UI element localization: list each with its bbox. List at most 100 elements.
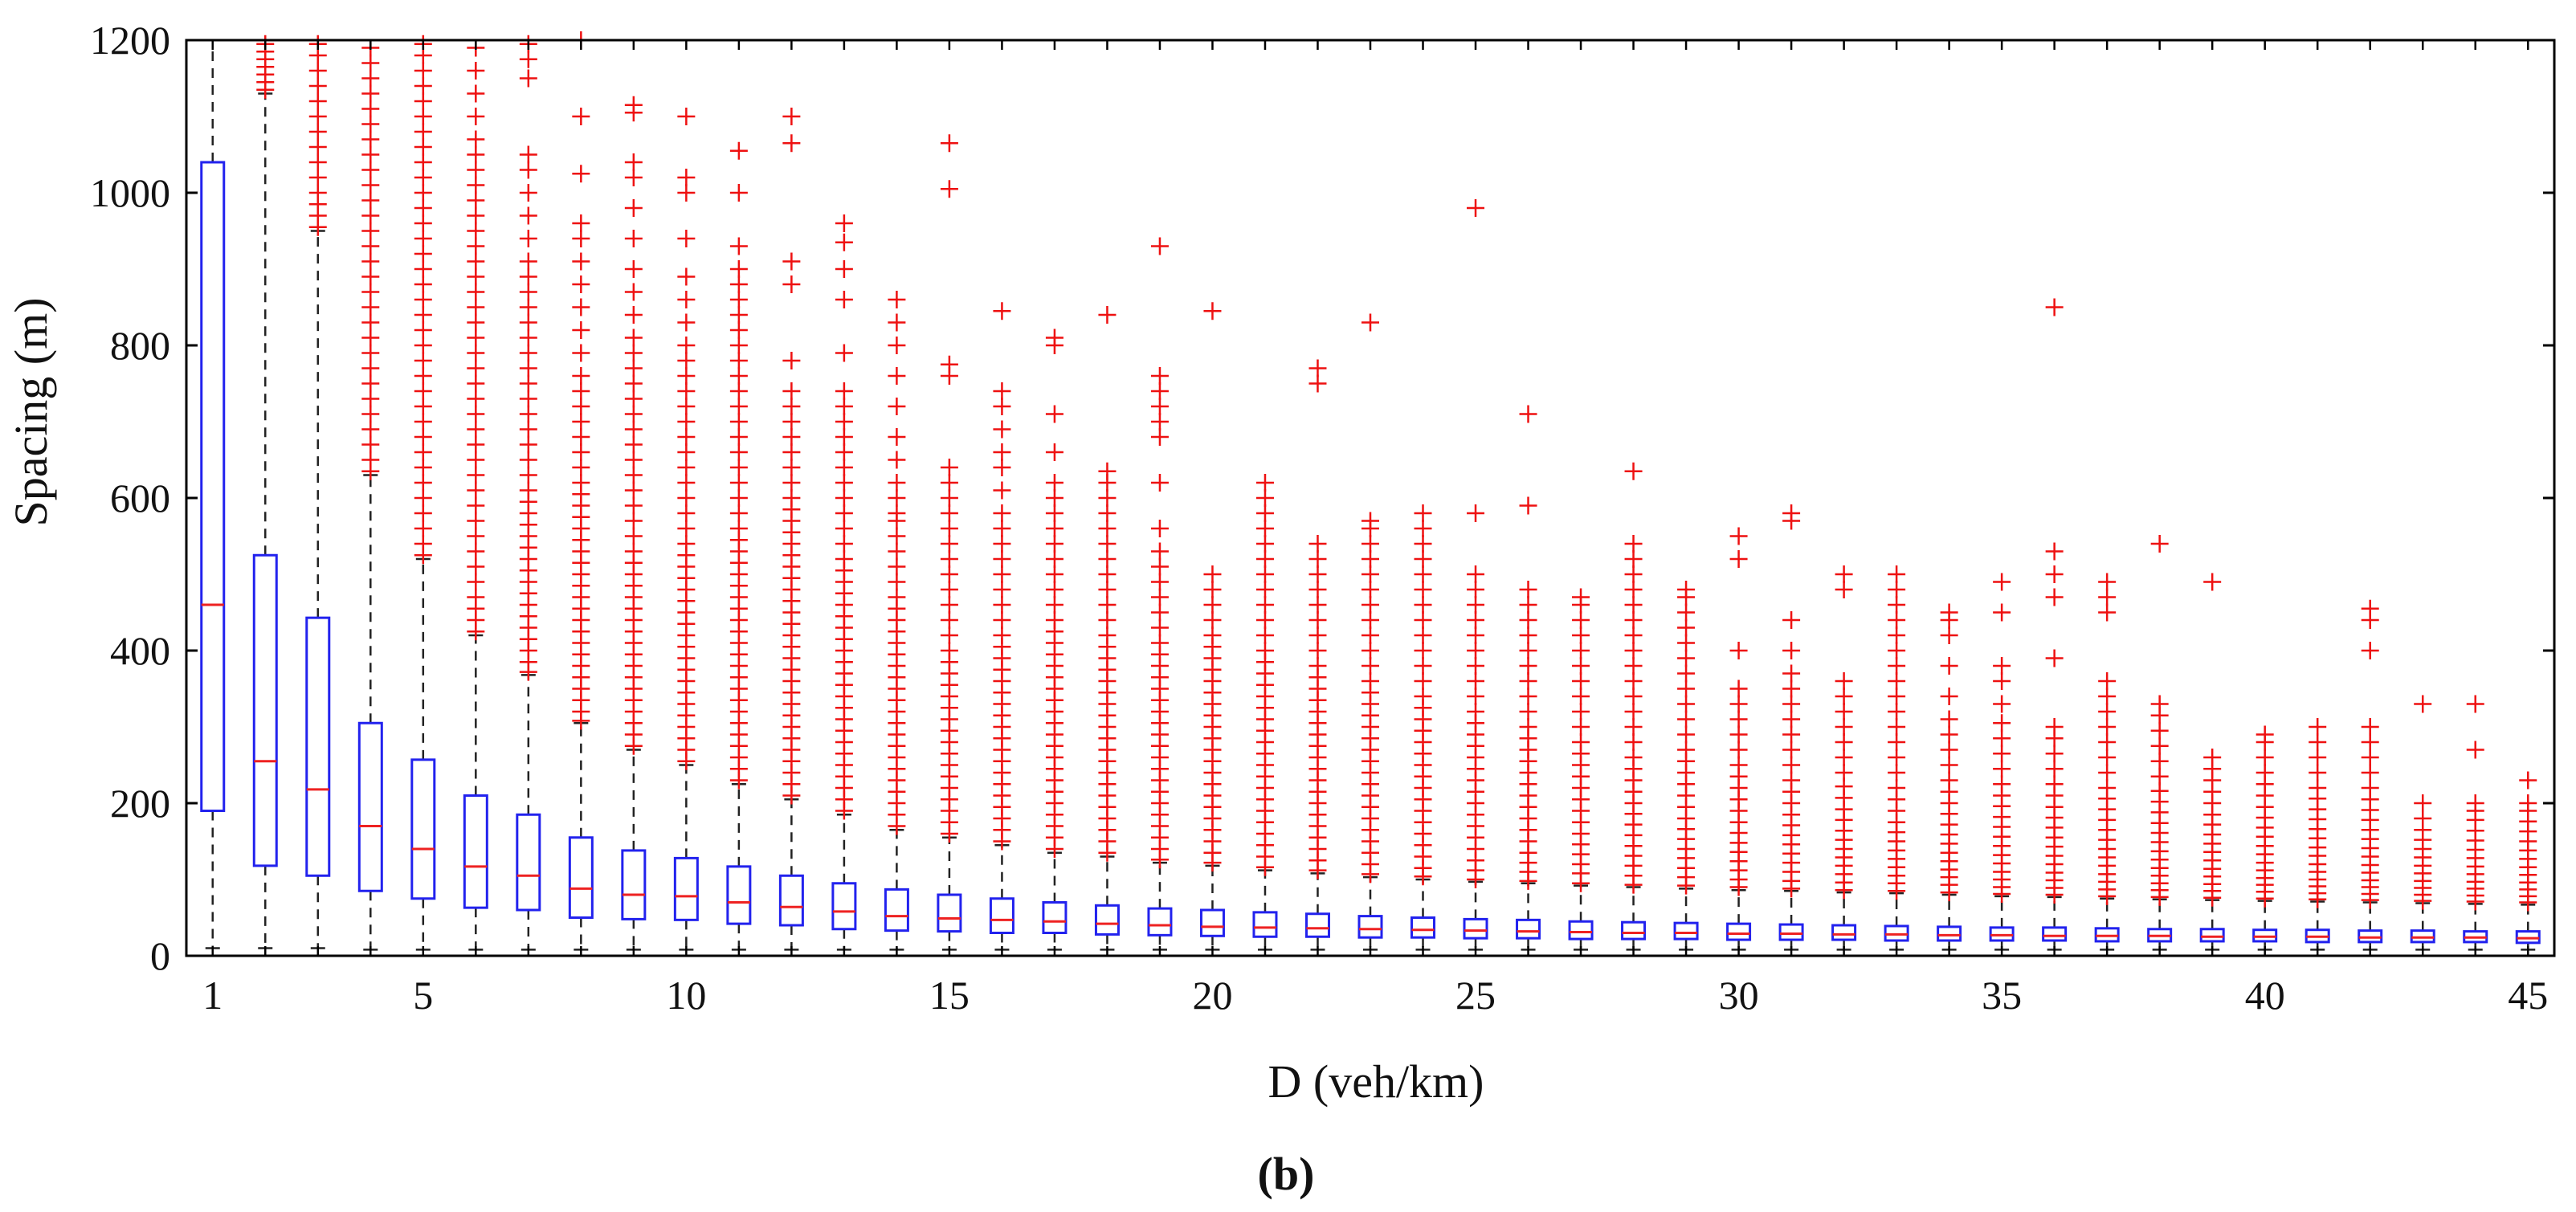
- outlier-point: [677, 535, 696, 553]
- outlier-point: [1624, 733, 1643, 751]
- outlier-point: [1519, 496, 1537, 515]
- outlier-point: [2466, 695, 2484, 713]
- outlier-point: [1255, 565, 1274, 583]
- outlier-point: [1098, 565, 1117, 583]
- box: [621, 849, 647, 920]
- outlier-point: [2045, 649, 2064, 667]
- outlier-point: [729, 184, 748, 202]
- outlier-point: [2098, 733, 2117, 751]
- box-group-18: [1094, 306, 1120, 951]
- outlier-point: [414, 489, 432, 507]
- outlier-point: [361, 161, 380, 179]
- outlier-point: [1308, 550, 1327, 568]
- outlier-point: [2256, 749, 2274, 766]
- outlier-point: [677, 367, 696, 385]
- outlier-point: [519, 405, 537, 423]
- outlier-point: [1940, 710, 1958, 728]
- outlier-point: [1308, 642, 1327, 659]
- outlier-point: [835, 489, 853, 507]
- outlier-point: [1203, 565, 1222, 583]
- outlier-point: [308, 138, 327, 156]
- outlier-point: [1940, 725, 1958, 744]
- outlier-point: [624, 359, 643, 377]
- outlier-point: [782, 413, 801, 431]
- outlier-point: [1729, 695, 1748, 713]
- outlier-point: [835, 260, 853, 278]
- x-tick-label: 30: [1719, 973, 1759, 1018]
- outlier-point: [1624, 626, 1643, 644]
- outlier-point: [624, 390, 643, 408]
- outlier-point: [729, 459, 748, 476]
- outlier-point: [1888, 642, 1906, 659]
- outlier-point: [2150, 752, 2169, 770]
- outlier-point: [1519, 581, 1537, 598]
- outlier-point: [414, 535, 432, 553]
- outlier-point: [835, 413, 853, 431]
- y-tick-label: 800: [110, 323, 170, 368]
- outlier-point: [729, 489, 748, 507]
- outlier-point: [993, 611, 1011, 629]
- box-group-7: [516, 35, 541, 951]
- outlier-point: [1519, 642, 1537, 659]
- outlier-point: [729, 260, 748, 278]
- outlier-point: [624, 169, 643, 186]
- outlier-point: [1361, 672, 1379, 690]
- outlier-point: [1361, 565, 1379, 583]
- outlier-point: [1098, 550, 1117, 568]
- box-group-20: [1199, 302, 1225, 951]
- outlier-point: [729, 367, 748, 385]
- outlier-point: [624, 527, 643, 545]
- box-group-45: [2515, 771, 2541, 951]
- box-group-4: [357, 39, 383, 951]
- box-group-19: [1147, 237, 1173, 951]
- outlier-point: [361, 420, 380, 439]
- outlier-point: [1519, 405, 1537, 423]
- x-tick-label: 20: [1192, 973, 1232, 1018]
- outlier-point: [835, 233, 853, 251]
- outlier-point: [1203, 611, 1222, 629]
- outlier-point: [1993, 672, 2011, 690]
- outlier-point: [1045, 443, 1063, 461]
- box: [1304, 912, 1330, 938]
- outlier-point: [1782, 771, 1801, 790]
- box: [568, 836, 594, 919]
- outlier-point: [1729, 741, 1748, 759]
- x-tick-label: 15: [929, 973, 970, 1018]
- outlier-point: [782, 352, 801, 369]
- outlier-point: [361, 390, 380, 408]
- outlier-point: [1414, 565, 1432, 583]
- outlier-point: [2466, 741, 2484, 759]
- outlier-point: [1572, 588, 1590, 606]
- outlier-point: [888, 573, 906, 591]
- outlier-point: [361, 329, 380, 347]
- outlier-point: [1888, 718, 1906, 736]
- outlier-point: [519, 206, 537, 225]
- box-group-35: [1989, 573, 2015, 951]
- outlier-point: [993, 504, 1011, 522]
- outlier-point: [467, 206, 485, 225]
- outlier-point: [1888, 565, 1906, 583]
- outlier-point: [940, 520, 958, 537]
- outlier-point: [835, 382, 853, 400]
- outlier-point: [361, 313, 380, 332]
- outlier-point: [361, 298, 380, 316]
- outlier-point: [729, 306, 748, 324]
- outlier-point: [1993, 775, 2011, 794]
- box: [1252, 911, 1278, 938]
- outlier-point: [2098, 573, 2117, 591]
- box-group-33: [1884, 565, 1909, 951]
- outlier-point: [572, 474, 590, 492]
- outlier-point: [1361, 596, 1379, 614]
- outlier-point: [1203, 302, 1222, 320]
- outlier-point: [361, 176, 380, 194]
- outlier-point: [1098, 611, 1117, 629]
- outlier-point: [677, 313, 696, 332]
- outlier-point: [1677, 695, 1696, 713]
- outlier-point: [308, 77, 327, 95]
- outlier-point: [519, 283, 537, 301]
- outlier-point: [677, 382, 696, 400]
- outlier-point: [1098, 489, 1117, 507]
- outlier-point: [2361, 764, 2379, 781]
- outlier-point: [940, 581, 958, 598]
- outlier-point: [677, 230, 696, 247]
